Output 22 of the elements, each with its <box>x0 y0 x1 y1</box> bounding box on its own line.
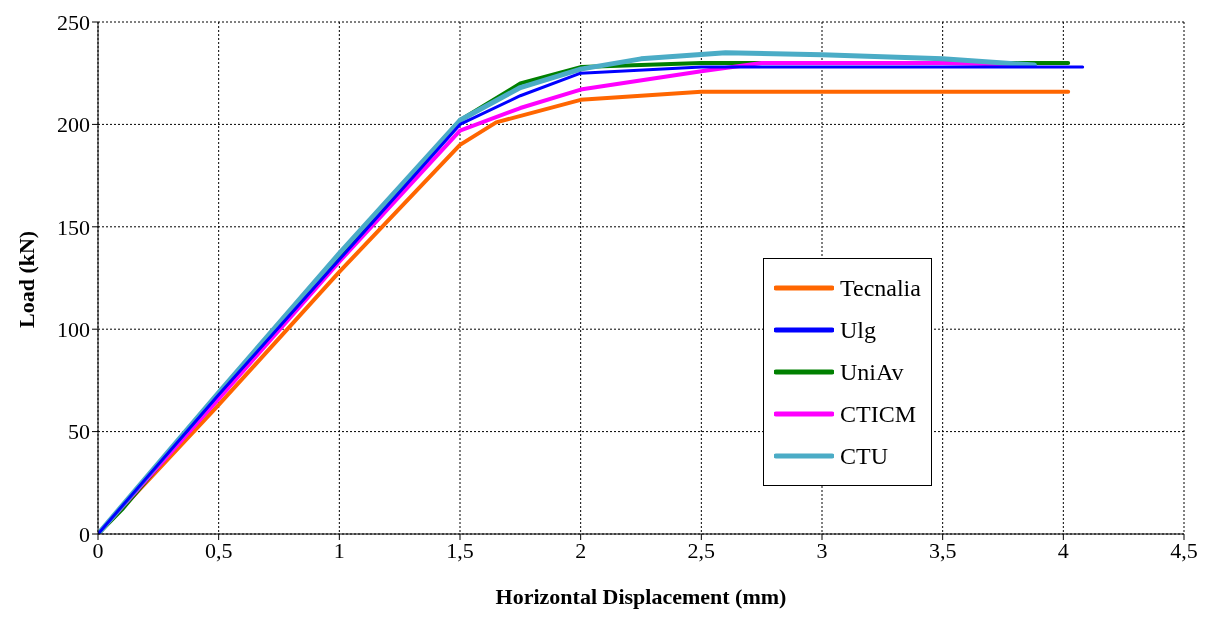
x-tick-label: 1,5 <box>446 537 474 563</box>
x-tick-label: 0,5 <box>204 537 233 563</box>
legend-label: CTU <box>840 442 888 470</box>
x-axis-title: Horizontal Displacement (mm) <box>495 584 787 609</box>
x-tick-label: 4,5 <box>1170 537 1198 563</box>
y-axis-title: Load (kN) <box>13 230 39 328</box>
x-tick-label: 3,5 <box>928 537 957 563</box>
legend-label: Tecnalia <box>840 274 921 302</box>
x-tick-label: 2 <box>575 537 587 563</box>
y-tick-label: 50 <box>68 419 90 445</box>
y-tick-label: 100 <box>57 317 90 343</box>
y-tick-label: 250 <box>57 9 90 35</box>
x-tick-label: 2,5 <box>687 537 716 563</box>
legend-label: UniAv <box>840 358 904 386</box>
legend-label: CTICM <box>840 400 917 428</box>
legend-label: Ulg <box>840 316 876 344</box>
y-tick-label: 150 <box>57 214 90 240</box>
y-tick-label: 0 <box>79 521 90 547</box>
x-tick-label: 1 <box>333 537 345 563</box>
x-tick-label: 3 <box>816 537 828 563</box>
y-tick-label: 200 <box>57 112 90 138</box>
x-tick-label: 4 <box>1057 537 1069 563</box>
